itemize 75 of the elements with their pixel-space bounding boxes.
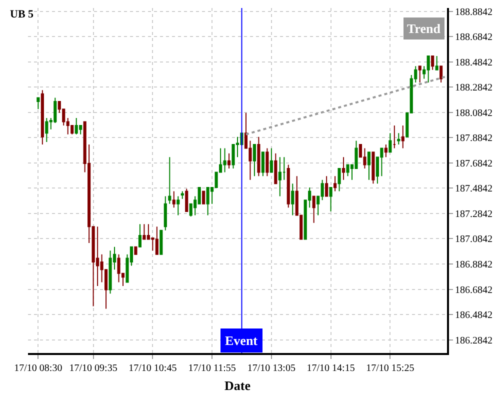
candlestick	[74, 117, 78, 135]
candlestick	[274, 152, 278, 184]
chart-title: UB 5	[10, 8, 34, 21]
candlestick	[325, 176, 328, 197]
x-tick-label: 17/10 13:05	[247, 363, 296, 374]
candlestick	[291, 183, 294, 216]
y-tick-label: 187.2842	[455, 208, 492, 220]
y-tick-label: 186.8842	[455, 260, 492, 271]
candlestick	[138, 224, 142, 248]
y-tick-label: 187.0842	[455, 234, 492, 246]
y-tick-label: 188.6842	[455, 32, 492, 44]
candlestick	[270, 148, 273, 173]
ref-line-label: Event	[225, 333, 258, 348]
x-tick-label: 17/10 08:30	[14, 363, 62, 374]
x-tick-label: 17/10 14:15	[306, 363, 355, 374]
candlestick	[346, 164, 350, 177]
candlestick	[312, 196, 316, 224]
candlestick	[142, 224, 146, 240]
candlestick	[431, 56, 434, 70]
candlestick	[168, 156, 172, 204]
candlestick	[388, 132, 392, 153]
candlestick	[134, 246, 138, 255]
candlestick	[435, 56, 438, 70]
y-tick-label: 187.4842	[455, 184, 492, 195]
candlestick	[342, 156, 346, 180]
candlestick	[338, 168, 341, 192]
candlestick	[206, 186, 210, 216]
candlestick	[252, 144, 256, 177]
candlestick	[401, 125, 404, 149]
candlestick	[329, 186, 332, 212]
candlestick	[363, 148, 366, 169]
x-tick-label: 17/10 09:35	[69, 363, 118, 374]
x-tick-label: 17/10 10:45	[128, 363, 177, 374]
text: Trend	[407, 21, 442, 36]
candlestick	[176, 196, 180, 216]
candlestick	[257, 136, 260, 177]
candlestick	[397, 132, 400, 145]
x-tick-label: 17/10 15:25	[366, 363, 414, 374]
candlestick	[202, 190, 206, 204]
candlestick	[40, 90, 44, 145]
candlestick	[227, 152, 231, 169]
candlestick	[384, 144, 388, 158]
candlestick	[164, 196, 167, 231]
candlestick	[392, 125, 396, 149]
y-tick-label: 188.2842	[455, 82, 492, 94]
y-tick-label: 186.2842	[455, 335, 492, 346]
candlestick	[426, 56, 430, 84]
x-axis-title: Date	[224, 378, 251, 394]
candlestick	[155, 226, 158, 255]
candlestick	[334, 176, 337, 192]
y-tick-label: 186.6842	[455, 284, 492, 296]
y-tick-label: 187.8842	[455, 133, 492, 144]
candlestick	[367, 152, 371, 180]
y-tick-label: 188.0842	[455, 108, 492, 119]
candlestick	[108, 250, 112, 294]
candlestick	[180, 190, 184, 200]
y-tick-label: 187.6842	[455, 158, 492, 170]
candlestick	[36, 97, 40, 110]
y-tick-label: 188.8842	[455, 6, 492, 18]
candlestick	[223, 148, 226, 173]
candlestick	[185, 188, 188, 212]
candlestick	[172, 190, 176, 208]
candlestick	[278, 156, 282, 197]
candlestick	[160, 230, 163, 255]
candlestick	[117, 254, 120, 283]
candlestick	[261, 152, 264, 177]
x-tick-label: 17/10 11:55	[188, 363, 236, 374]
candlestick	[286, 164, 290, 208]
candlestick	[418, 66, 422, 84]
candlestick	[266, 148, 269, 177]
candlestick	[440, 66, 443, 84]
y-tick-label: 186.4842	[455, 310, 492, 322]
y-tick-label: 188.4842	[455, 57, 492, 68]
candlestick	[372, 152, 375, 184]
candlestick	[45, 117, 48, 142]
